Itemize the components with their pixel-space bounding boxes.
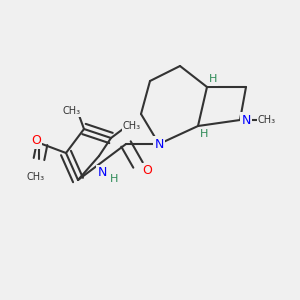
Text: CH₃: CH₃	[63, 106, 81, 116]
Text: H: H	[110, 173, 118, 184]
Text: CH₃: CH₃	[27, 172, 45, 182]
Text: N: N	[154, 137, 164, 151]
Text: CH₃: CH₃	[123, 121, 141, 131]
Text: O: O	[142, 164, 152, 178]
Text: H: H	[209, 74, 217, 85]
Text: H: H	[200, 128, 208, 139]
Text: CH₃: CH₃	[258, 115, 276, 125]
Text: O: O	[31, 134, 41, 148]
Text: N: N	[241, 113, 251, 127]
Text: N: N	[97, 166, 107, 179]
